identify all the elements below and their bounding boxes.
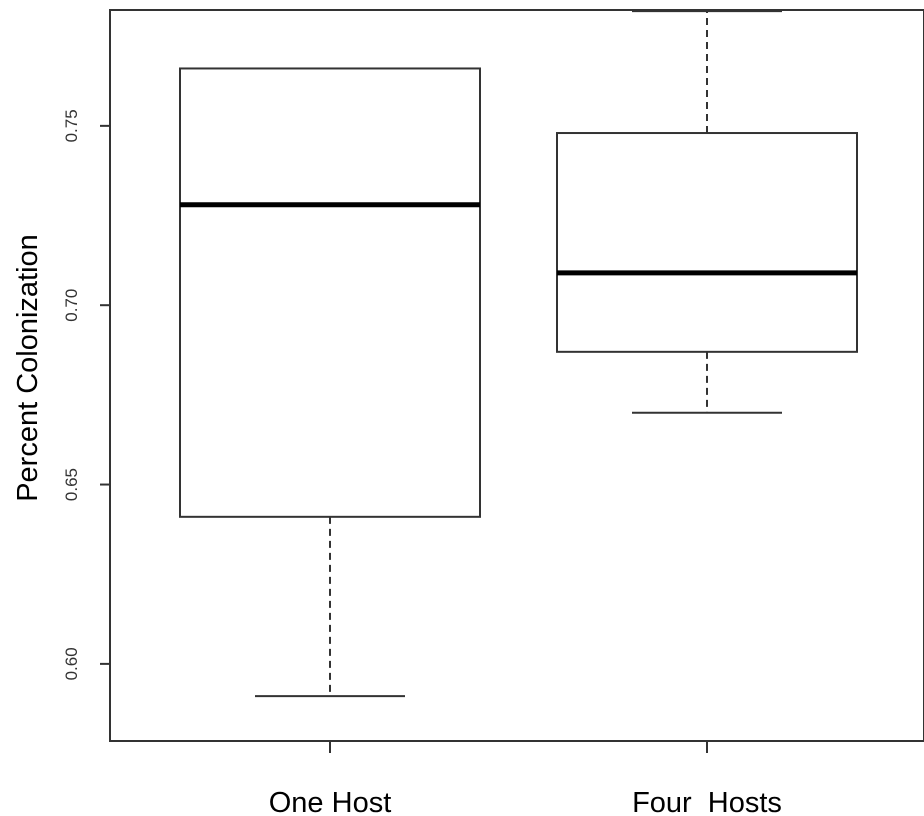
- box-iqr: [179, 67, 481, 518]
- y-axis-label: Percent Colonization: [12, 234, 44, 502]
- y-tick-label: 0.60: [62, 647, 81, 680]
- box-iqr: [556, 132, 858, 353]
- y-tick-label: 0.75: [62, 109, 81, 142]
- x-category-label: One Host: [269, 787, 392, 816]
- boxes-layer: [179, 10, 858, 698]
- x-axis: One Host Four Hosts: [269, 741, 782, 816]
- box-group: [556, 10, 858, 414]
- y-tick-label: 0.65: [62, 468, 81, 501]
- x-category-label: Four Hosts: [632, 787, 782, 816]
- box-group: [179, 67, 481, 698]
- y-tick-label: 0.70: [62, 289, 81, 322]
- y-axis: 0.60 0.65 0.70 0.75: [62, 109, 110, 680]
- plot-frame: [109, 9, 924, 742]
